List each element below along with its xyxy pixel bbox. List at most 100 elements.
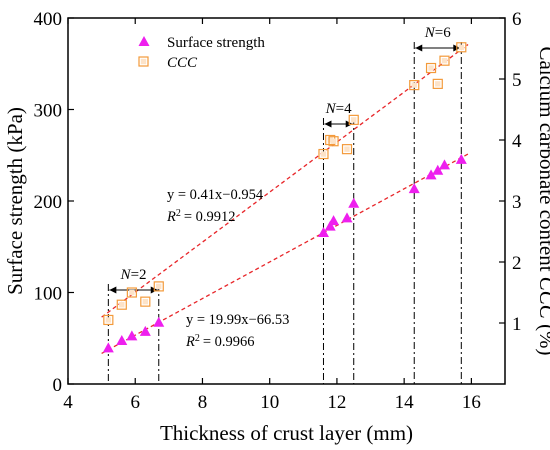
r-squared-surface-strength: R2 = 0.9966 xyxy=(185,333,255,351)
ccc-point-outline xyxy=(318,148,329,160)
legend-label-ccc: CCC xyxy=(167,55,198,71)
y-left-axis-title: Surface strength (kPa) xyxy=(3,107,27,295)
ccc-point-fill xyxy=(458,44,464,50)
r-squared-ccc: R2 = 0.9912 xyxy=(166,208,236,226)
legend-label-surface-strength: Surface strength xyxy=(167,35,265,51)
ccc-point-fill xyxy=(129,289,135,296)
surface-strength-point xyxy=(328,215,340,226)
group-label: N=2 xyxy=(120,267,147,283)
ccc-point-outline xyxy=(153,281,164,292)
ccc-point-fill xyxy=(411,82,417,88)
surface-strength-point xyxy=(153,316,165,327)
ccc-point-fill xyxy=(320,151,327,157)
x-tick-label: 12 xyxy=(327,392,346,413)
plot-frame xyxy=(67,17,506,385)
ccc-point xyxy=(140,296,151,307)
ccc-point xyxy=(328,136,339,147)
ccc-point xyxy=(318,148,329,160)
equation-ccc: y = 0.41x−0.954 xyxy=(167,187,264,203)
surface-strength-point xyxy=(102,342,114,353)
y-right-tick-label: 2 xyxy=(512,253,522,274)
y-left-tick-label: 400 xyxy=(34,9,63,30)
legend: Surface strength CCC xyxy=(138,35,265,71)
ccc-point-outline xyxy=(409,79,420,91)
legend-marker-ccc xyxy=(138,56,149,67)
ccc-point xyxy=(425,62,437,74)
ccc-point-outline xyxy=(103,314,114,326)
ccc-point xyxy=(348,114,359,125)
ccc-point xyxy=(126,287,137,298)
ccc-point xyxy=(103,314,114,326)
ccc-point xyxy=(439,55,450,66)
y-right-tick-label: 1 xyxy=(512,314,522,335)
ccc-point-outline xyxy=(328,136,339,147)
ccc-point xyxy=(153,281,164,292)
ccc-point-outline xyxy=(425,62,437,74)
ccc-point xyxy=(341,144,353,155)
surface-strength-point xyxy=(438,159,450,170)
ccc-point xyxy=(409,79,420,91)
y-left-tick-label: 100 xyxy=(34,284,63,305)
x-tick-label: 6 xyxy=(130,392,140,413)
surface-strength-point xyxy=(126,330,138,341)
x-tick-label: 8 xyxy=(198,392,208,413)
x-tick-label: 14 xyxy=(395,392,415,413)
bracket-arrowhead xyxy=(324,120,332,128)
ccc-point xyxy=(432,78,443,89)
fit-line-ccc xyxy=(101,44,469,318)
ccc-point-outline xyxy=(348,114,359,125)
ccc-point-fill xyxy=(351,117,357,123)
surface-strength-point xyxy=(408,183,420,194)
ccc-point-fill xyxy=(441,58,448,64)
x-tick-label: 10 xyxy=(260,392,279,413)
y-right-tick-label: 6 xyxy=(512,9,522,30)
legend-marker-surface-strength xyxy=(138,36,150,46)
surface-strength-point xyxy=(455,153,467,164)
y-right-tick-label: 4 xyxy=(512,131,522,152)
surface-strength-point xyxy=(324,220,336,231)
x-tick-label: 16 xyxy=(462,392,481,413)
ccc-point-fill xyxy=(435,81,441,87)
ccc-point-fill xyxy=(156,283,162,290)
ccc-point-outline xyxy=(432,78,443,89)
ccc-point-outline xyxy=(116,299,127,310)
x-axis-title: Thickness of crust layer (mm) xyxy=(160,421,413,445)
y-left-tick-label: 0 xyxy=(53,375,63,396)
group-label: N=6 xyxy=(424,25,451,41)
ccc-point-outline xyxy=(456,42,467,53)
group-brackets: N=2 N=4 N=6 xyxy=(107,25,462,384)
bracket-arrowhead xyxy=(109,286,117,294)
equation-annotations: y = 0.41x−0.954 R2 = 0.9912 y = 19.99x−66… xyxy=(166,187,289,350)
ccc-point xyxy=(456,42,467,53)
data-points xyxy=(102,42,467,353)
surface-strength-point xyxy=(341,212,353,223)
surface-strength-point xyxy=(425,169,437,180)
group-label: N=4 xyxy=(325,101,352,117)
ccc-point-fill xyxy=(344,146,350,152)
fit-lines xyxy=(101,44,469,354)
y-left-tick-label: 300 xyxy=(34,101,63,122)
legend-marker-ccc-fill xyxy=(140,58,147,65)
ccc-point-outline xyxy=(439,55,450,66)
surface-strength-point xyxy=(432,164,444,175)
ccc-point-fill xyxy=(327,137,333,143)
ccc-point-fill xyxy=(119,302,125,308)
equation-surface-strength: y = 19.99x−66.53 xyxy=(186,312,289,328)
y-right-axis-title: Calcium carbonate content CCC (%) xyxy=(535,46,550,355)
bracket-arrowhead xyxy=(415,44,423,52)
ccc-point xyxy=(116,299,127,310)
x-tick-label: 4 xyxy=(63,392,73,413)
ccc-point-fill xyxy=(330,138,337,144)
surface-strength-point xyxy=(139,325,151,336)
y-left-tick-label: 200 xyxy=(34,192,63,213)
ccc-point-outline xyxy=(126,287,137,298)
ccc-point-outline xyxy=(140,296,151,307)
ccc-point-fill xyxy=(105,317,112,323)
y-right-tick-label: 5 xyxy=(512,70,522,91)
ccc-point-outline xyxy=(341,144,353,155)
surface-strength-point xyxy=(116,334,128,345)
ccc-point-fill xyxy=(428,65,434,71)
surface-strength-point xyxy=(348,197,360,208)
surface-strength-point xyxy=(317,227,329,238)
